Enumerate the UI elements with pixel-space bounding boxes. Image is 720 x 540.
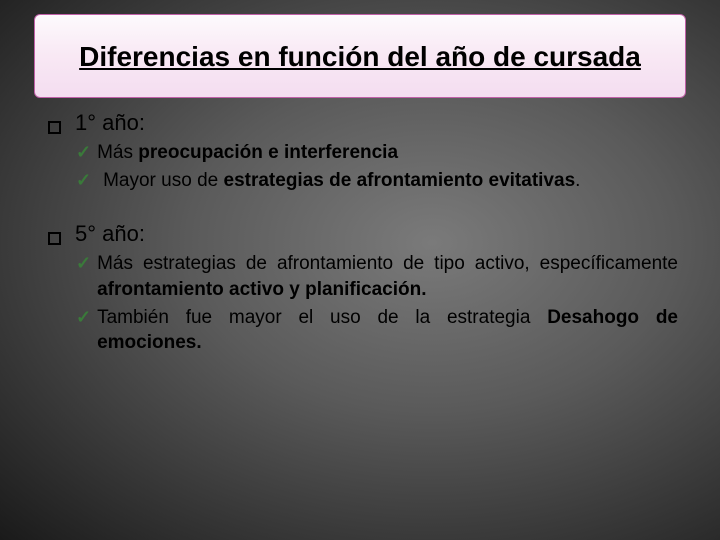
sub-item: ✓ También fue mayor el uso de la estrate… <box>76 305 678 356</box>
sub-item: ✓ Mayor uso de estrategias de afrontamie… <box>76 168 678 194</box>
sub-text: Mayor uso de estrategias de afrontamient… <box>103 168 580 194</box>
sub-item: ✓ Más estrategias de afrontamiento de ti… <box>76 251 678 302</box>
list-item: 1° año: ✓ Más preocupación e interferenc… <box>48 110 678 193</box>
sublist: ✓ Más estrategias de afrontamiento de ti… <box>76 251 678 356</box>
sub-text: Más estrategias de afrontamiento de tipo… <box>97 251 678 302</box>
square-bullet-icon <box>48 121 61 134</box>
check-icon: ✓ <box>76 251 91 275</box>
sublist: ✓ Más preocupación e interferencia ✓ May… <box>76 140 678 193</box>
content-area: 1° año: ✓ Más preocupación e interferenc… <box>48 110 678 384</box>
slide-title: Diferencias en función del año de cursad… <box>79 39 641 74</box>
item-title: 5° año: <box>75 221 145 247</box>
sub-text: Más preocupación e interferencia <box>97 140 398 166</box>
title-box: Diferencias en función del año de cursad… <box>34 14 686 98</box>
check-icon: ✓ <box>76 140 91 164</box>
check-icon: ✓ <box>76 305 91 329</box>
item-header: 5° año: <box>48 221 678 247</box>
square-bullet-icon <box>48 232 61 245</box>
item-header: 1° año: <box>48 110 678 136</box>
sub-item: ✓ Más preocupación e interferencia <box>76 140 678 166</box>
item-title: 1° año: <box>75 110 145 136</box>
sub-text: También fue mayor el uso de la estrategi… <box>97 305 678 356</box>
check-icon: ✓ <box>76 168 91 192</box>
list-item: 5° año: ✓ Más estrategias de afrontamien… <box>48 221 678 356</box>
